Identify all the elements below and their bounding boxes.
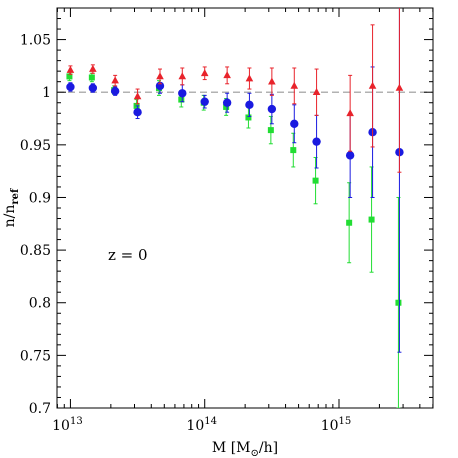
data-point-circle [133,108,142,117]
y-axis-title: n/nref [2,188,21,227]
data-point-square [290,147,297,154]
data-point-circle [88,83,98,93]
data-point-square [223,103,230,110]
y-tick-label: 1 [42,85,51,101]
x-tick-label: 1013 [52,416,83,434]
data-point-triangle [66,65,75,73]
data-point-square [395,299,402,306]
data-point-circle [200,97,209,106]
data-point-triangle [245,74,254,82]
y-tick-label: 0.95 [20,138,51,154]
series-triangle [66,8,404,173]
data-point-triangle [89,64,97,72]
data-point-square [66,73,73,80]
data-point-circle [66,82,75,92]
data-point-triangle [133,92,142,100]
data-point-circle [110,86,120,96]
x-axis-title: M [M⊙/h] [212,440,278,458]
redshift-annotation: z = 0 [108,246,148,264]
data-point-triangle [268,77,276,85]
data-point-square [88,74,95,81]
data-point-triangle [200,69,209,77]
data-point-circle [155,81,165,91]
y-tick-label: 0.7 [29,401,51,417]
y-tick-label: 0.75 [20,348,51,364]
data-point-circle [222,98,232,107]
data-point-square [267,127,274,134]
plot-frame [56,7,434,409]
data-point-triangle [312,88,321,96]
data-point-circle [312,137,321,146]
data-point-triangle [111,76,119,84]
y-tick-label: 0.85 [20,243,51,259]
data-point-circle [245,100,254,110]
data-point-square [245,114,252,121]
x-tick-label: 1015 [321,416,352,434]
data-point-square [346,219,353,226]
data-point-triangle [395,83,404,91]
data-point-triangle [368,81,377,89]
data-point-circle [267,104,277,114]
y-tick-label: 1.05 [20,33,51,49]
series-square [66,71,402,408]
y-tick-label: 0.8 [29,296,51,312]
data-point-triangle [223,71,231,79]
data-point-triangle [290,81,299,89]
data-point-triangle [156,72,164,80]
data-point-square [368,216,375,223]
series-circle [66,8,404,353]
data-point-circle [178,89,187,98]
data-point-triangle [178,72,187,80]
data-point-square [312,177,319,184]
data-point-square [178,96,185,103]
data-point-triangle [346,109,354,117]
data-point-circle [345,151,355,160]
x-tick-label: 1014 [186,416,217,434]
data-point-circle [290,119,299,128]
y-tick-label: 0.9 [29,190,51,206]
